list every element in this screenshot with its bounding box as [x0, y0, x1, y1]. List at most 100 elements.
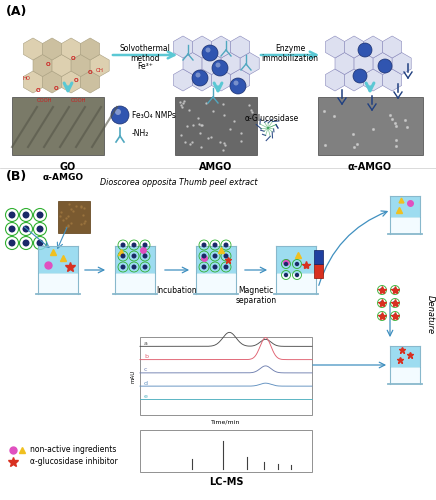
Bar: [314, 264, 323, 278]
Circle shape: [284, 273, 288, 277]
Text: O: O: [71, 56, 75, 60]
Circle shape: [380, 301, 384, 305]
Polygon shape: [196, 246, 236, 273]
Text: O: O: [88, 70, 92, 74]
Polygon shape: [211, 36, 231, 58]
Polygon shape: [183, 52, 202, 74]
Polygon shape: [325, 36, 344, 58]
Polygon shape: [364, 36, 383, 58]
Bar: [314, 250, 323, 264]
Polygon shape: [344, 36, 364, 58]
Circle shape: [215, 62, 221, 68]
Polygon shape: [354, 52, 373, 74]
Text: α-Glucosidase: α-Glucosidase: [245, 114, 299, 123]
Circle shape: [143, 264, 147, 270]
Circle shape: [195, 72, 201, 78]
Text: O: O: [74, 78, 78, 82]
Bar: [58, 201, 90, 233]
Circle shape: [120, 242, 126, 248]
Polygon shape: [240, 52, 259, 74]
Polygon shape: [276, 246, 316, 294]
Circle shape: [393, 301, 397, 305]
Polygon shape: [81, 38, 100, 60]
Circle shape: [212, 254, 218, 258]
Circle shape: [224, 242, 228, 248]
Polygon shape: [43, 71, 61, 93]
Text: Time/min: Time/min: [211, 419, 241, 424]
Polygon shape: [116, 246, 155, 273]
Circle shape: [132, 254, 136, 258]
Bar: [140, 337, 312, 415]
Polygon shape: [211, 69, 231, 91]
Circle shape: [224, 254, 228, 258]
Circle shape: [380, 288, 384, 292]
Text: α-glucosidase inhibitor: α-glucosidase inhibitor: [30, 458, 118, 466]
Polygon shape: [193, 36, 211, 58]
Polygon shape: [383, 36, 402, 58]
Polygon shape: [33, 54, 52, 76]
Polygon shape: [231, 69, 250, 91]
Text: a: a: [144, 341, 148, 346]
Polygon shape: [38, 246, 78, 273]
Text: d: d: [144, 380, 148, 386]
Text: Fe³⁺: Fe³⁺: [137, 62, 153, 71]
Circle shape: [23, 212, 30, 218]
Polygon shape: [43, 38, 61, 60]
Circle shape: [393, 314, 397, 318]
Circle shape: [393, 288, 397, 292]
Polygon shape: [71, 54, 90, 76]
Text: HO: HO: [22, 76, 30, 80]
Text: (A): (A): [6, 5, 27, 18]
Circle shape: [234, 80, 238, 86]
Circle shape: [37, 212, 44, 218]
Text: COOH: COOH: [70, 98, 86, 102]
Polygon shape: [325, 69, 344, 91]
Polygon shape: [52, 54, 71, 76]
Circle shape: [23, 226, 30, 232]
Text: e: e: [144, 394, 148, 399]
Polygon shape: [81, 71, 100, 93]
Circle shape: [143, 254, 147, 258]
Polygon shape: [390, 346, 420, 384]
Circle shape: [202, 45, 218, 61]
Text: LC-MS: LC-MS: [209, 477, 243, 487]
Circle shape: [115, 109, 121, 115]
Polygon shape: [196, 246, 236, 294]
Circle shape: [378, 59, 392, 73]
Circle shape: [224, 264, 228, 270]
Text: GO: GO: [60, 162, 76, 172]
Circle shape: [8, 212, 16, 218]
Text: O: O: [36, 88, 40, 92]
Polygon shape: [276, 246, 316, 273]
Polygon shape: [24, 71, 43, 93]
Polygon shape: [373, 52, 392, 74]
Circle shape: [212, 60, 228, 76]
Bar: [318, 97, 423, 155]
Circle shape: [201, 254, 207, 258]
Polygon shape: [390, 196, 420, 217]
Polygon shape: [90, 54, 109, 76]
Polygon shape: [390, 346, 420, 367]
Text: α-AMGO: α-AMGO: [348, 162, 392, 172]
Circle shape: [143, 242, 147, 248]
Text: OH: OH: [96, 68, 104, 72]
Circle shape: [205, 48, 211, 52]
Circle shape: [37, 226, 44, 232]
Polygon shape: [61, 38, 81, 60]
Polygon shape: [383, 69, 402, 91]
Circle shape: [23, 240, 30, 246]
Circle shape: [132, 242, 136, 248]
Circle shape: [358, 43, 372, 57]
Bar: [140, 430, 312, 472]
Text: non-active ingredients: non-active ingredients: [30, 446, 116, 454]
Polygon shape: [174, 69, 193, 91]
Text: c: c: [144, 368, 147, 372]
Text: b: b: [144, 354, 148, 359]
Text: mAU: mAU: [130, 370, 136, 382]
Text: Solvothermal
method: Solvothermal method: [119, 44, 170, 64]
Circle shape: [8, 240, 16, 246]
Circle shape: [37, 240, 44, 246]
Circle shape: [132, 264, 136, 270]
Polygon shape: [174, 36, 193, 58]
Text: AMGO: AMGO: [199, 162, 233, 172]
